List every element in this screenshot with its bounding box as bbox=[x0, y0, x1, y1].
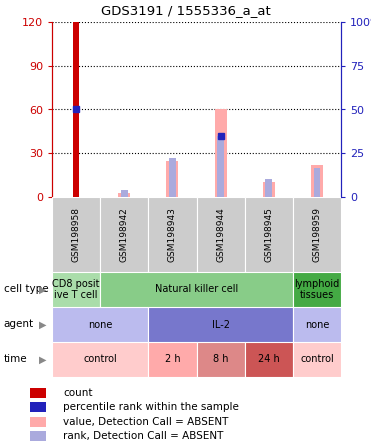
Text: value, Detection Call = ABSENT: value, Detection Call = ABSENT bbox=[63, 416, 229, 427]
Bar bbox=[244, 197, 293, 272]
Bar bbox=[293, 197, 341, 272]
Text: cell type: cell type bbox=[4, 285, 48, 294]
Text: GSM198945: GSM198945 bbox=[264, 207, 273, 262]
Bar bbox=[214, 110, 227, 197]
Bar bbox=[52, 272, 100, 307]
Bar bbox=[293, 272, 341, 307]
Bar bbox=[265, 179, 272, 197]
Bar bbox=[263, 182, 275, 197]
Bar bbox=[293, 342, 341, 377]
Text: GSM198959: GSM198959 bbox=[312, 207, 321, 262]
Text: agent: agent bbox=[4, 320, 34, 329]
Text: GSM198958: GSM198958 bbox=[72, 207, 81, 262]
Text: 24 h: 24 h bbox=[258, 354, 280, 365]
Text: none: none bbox=[305, 320, 329, 329]
Bar bbox=[148, 307, 293, 342]
Text: control: control bbox=[83, 354, 117, 365]
Text: ▶: ▶ bbox=[39, 354, 46, 365]
Bar bbox=[73, 22, 79, 197]
Text: CD8 posit
ive T cell: CD8 posit ive T cell bbox=[52, 279, 100, 300]
Text: rank, Detection Call = ABSENT: rank, Detection Call = ABSENT bbox=[63, 431, 223, 441]
Bar bbox=[197, 197, 244, 272]
Text: GSM198943: GSM198943 bbox=[168, 207, 177, 262]
Bar bbox=[148, 197, 197, 272]
Text: IL-2: IL-2 bbox=[211, 320, 230, 329]
Bar bbox=[217, 136, 224, 197]
Bar bbox=[167, 161, 178, 197]
Bar bbox=[30, 402, 46, 412]
Text: none: none bbox=[88, 320, 112, 329]
Text: ▶: ▶ bbox=[39, 285, 46, 294]
Bar bbox=[52, 307, 148, 342]
Text: GSM198942: GSM198942 bbox=[120, 207, 129, 262]
Text: control: control bbox=[300, 354, 334, 365]
Text: GSM198944: GSM198944 bbox=[216, 207, 225, 262]
Text: 8 h: 8 h bbox=[213, 354, 228, 365]
Text: GDS3191 / 1555336_a_at: GDS3191 / 1555336_a_at bbox=[101, 4, 270, 17]
Bar bbox=[148, 342, 197, 377]
Bar bbox=[313, 168, 320, 197]
Bar bbox=[100, 197, 148, 272]
Bar bbox=[52, 197, 100, 272]
Bar bbox=[121, 190, 128, 197]
Bar bbox=[30, 417, 46, 427]
Text: ▶: ▶ bbox=[39, 320, 46, 329]
Text: time: time bbox=[4, 354, 27, 365]
Text: count: count bbox=[63, 388, 93, 398]
Bar bbox=[293, 307, 341, 342]
Bar bbox=[100, 272, 293, 307]
Bar bbox=[118, 193, 130, 197]
Text: lymphoid
tissues: lymphoid tissues bbox=[294, 279, 339, 300]
Text: 2 h: 2 h bbox=[165, 354, 180, 365]
Bar bbox=[311, 165, 323, 197]
Text: Natural killer cell: Natural killer cell bbox=[155, 285, 238, 294]
Bar bbox=[30, 388, 46, 398]
Bar bbox=[244, 342, 293, 377]
Bar bbox=[197, 342, 244, 377]
Bar bbox=[30, 431, 46, 441]
Bar bbox=[52, 342, 148, 377]
Bar bbox=[169, 158, 176, 197]
Text: percentile rank within the sample: percentile rank within the sample bbox=[63, 402, 239, 412]
